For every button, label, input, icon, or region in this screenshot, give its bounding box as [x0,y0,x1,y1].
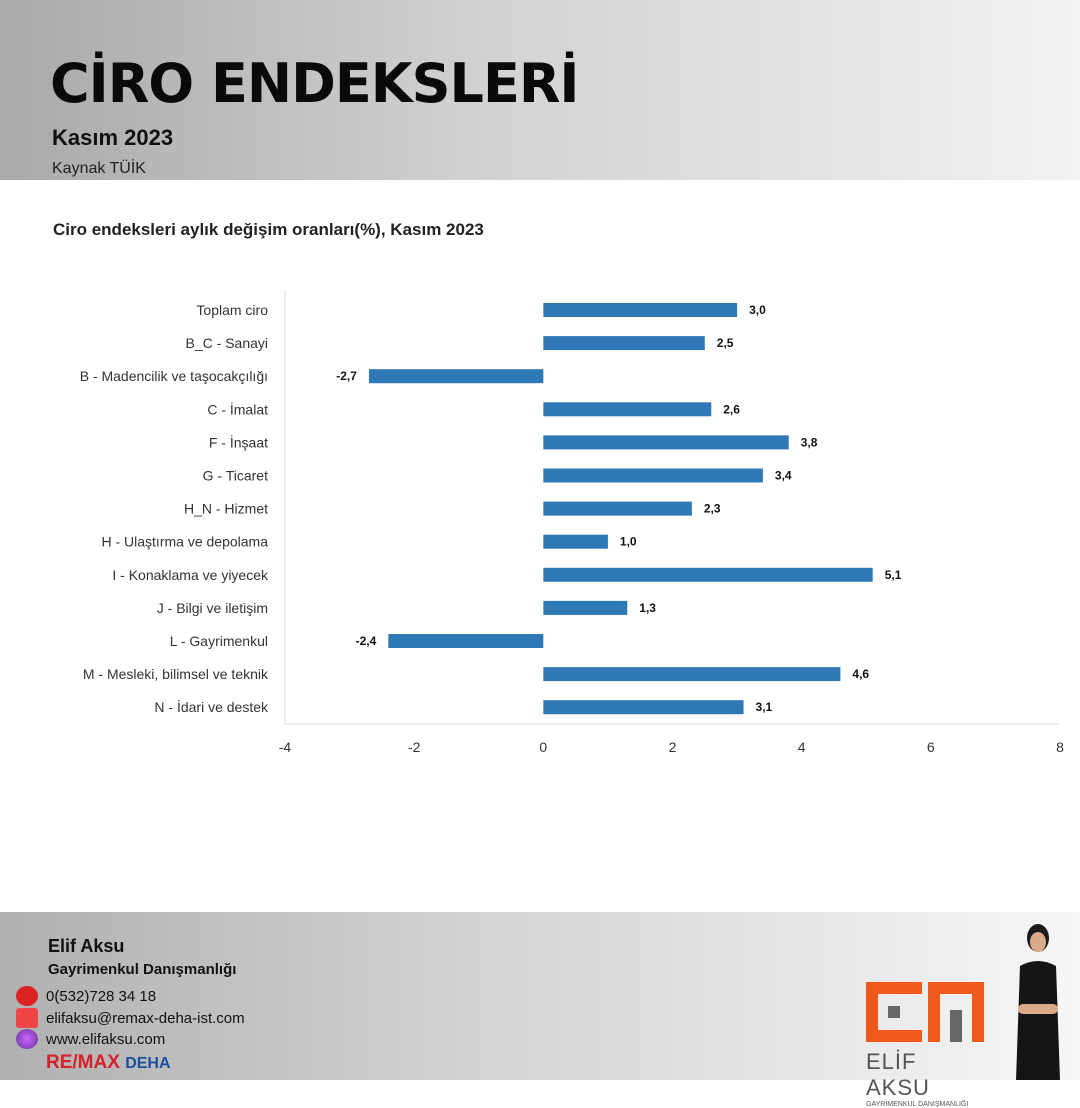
bar [543,435,789,450]
x-tick-label: 2 [669,739,677,755]
chart-title: Ciro endeksleri aylık değişim oranları(%… [53,220,484,239]
bar [543,667,841,682]
data-label: -2,7 [336,369,357,383]
email-link[interactable]: elifaksu@remax-deha-ist.com [46,1009,245,1027]
phone-icon [16,986,38,1006]
agent-name: Elif Aksu [48,936,125,956]
agent-role: Gayrimenkul Danışmanlığı [48,961,237,978]
bar [543,402,712,417]
data-label: 3,1 [756,700,773,714]
ea-logo: ELİF AKSU GAYRIMENKUL DANIŞMANLIĞI [866,982,986,1108]
category-label: C - İmalat [207,400,268,417]
category-label: H_N - Hizmet [184,501,268,517]
header: CİRO ENDEKSLERİ Kasım 2023 Kaynak TÜİK [0,0,1080,180]
bar [368,369,544,384]
bar [543,336,705,351]
data-label: 2,6 [723,402,740,416]
bar [543,303,738,317]
page-subtitle: Kasım 2023 [52,125,174,150]
remax-logo: RE/MAX DEHA [46,1052,171,1073]
footer: Elif Aksu Gayrimenkul Danışmanlığı 0(532… [0,912,1080,1108]
category-label: J - Bilgi ve iletişim [157,600,268,616]
data-label: 2,5 [717,336,734,350]
data-label: 5,1 [885,568,902,582]
globe-icon [16,1029,38,1049]
bar [543,534,608,549]
x-tick-label: -4 [279,739,292,755]
email-icon [16,1008,38,1028]
website-link[interactable]: www.elifaksu.com [46,1030,166,1048]
category-label: L - Gayrimenkul [170,633,268,649]
bar [543,501,692,516]
bar [388,634,544,648]
x-tick-label: -2 [408,739,421,755]
bar [543,468,763,483]
page-title: CİRO ENDEKSLERİ [50,52,580,115]
category-label: G - Ticaret [203,468,268,484]
x-tick-label: 8 [1056,739,1064,755]
data-label: -2,4 [356,634,377,648]
data-label: 1,3 [639,601,656,615]
category-label: H - Ulaştırma ve depolama [101,534,268,550]
logo-subtext: GAYRIMENKUL DANIŞMANLIĞI [866,1101,969,1108]
bar-chart: Toplam ciro 3,0 B_C - Sanayi 2,5 B - Madenci… [80,290,1064,755]
data-label: 3,8 [801,435,818,449]
bar [543,600,628,615]
x-tick-label: 0 [539,739,547,755]
bar [543,567,873,582]
ea-logo-mark [866,982,984,1042]
category-label: M - Mesleki, bilimsel ve teknik [83,666,269,682]
x-tick-label: 6 [927,739,935,755]
category-label: I - Konaklama ve yiyecek [112,567,269,583]
data-label: 3,0 [749,303,766,317]
category-label: N - İdari ve destek [154,698,269,715]
logo-text: ELİF AKSU [866,1049,930,1100]
x-tick-label: 4 [798,739,806,755]
data-label: 2,3 [704,502,721,516]
data-label: 1,0 [620,535,637,549]
category-label: B_C - Sanayi [186,335,268,351]
bar [543,700,744,715]
data-label: 4,6 [852,667,869,681]
category-label: Toplam ciro [196,302,268,318]
agent-photo [1016,924,1060,1080]
data-label: 3,4 [775,469,792,483]
source-label: Kaynak TÜİK [52,160,146,177]
phone-number[interactable]: 0(532)728 34 18 [46,987,157,1005]
category-label: F - İnşaat [209,433,268,450]
category-label: B - Madencilik ve taşocakçılığı [80,368,268,384]
